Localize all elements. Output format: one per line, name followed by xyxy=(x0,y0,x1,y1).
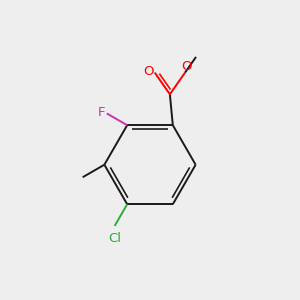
Text: O: O xyxy=(181,60,192,73)
Text: F: F xyxy=(98,106,105,119)
Text: Cl: Cl xyxy=(108,232,121,245)
Text: O: O xyxy=(143,64,153,78)
